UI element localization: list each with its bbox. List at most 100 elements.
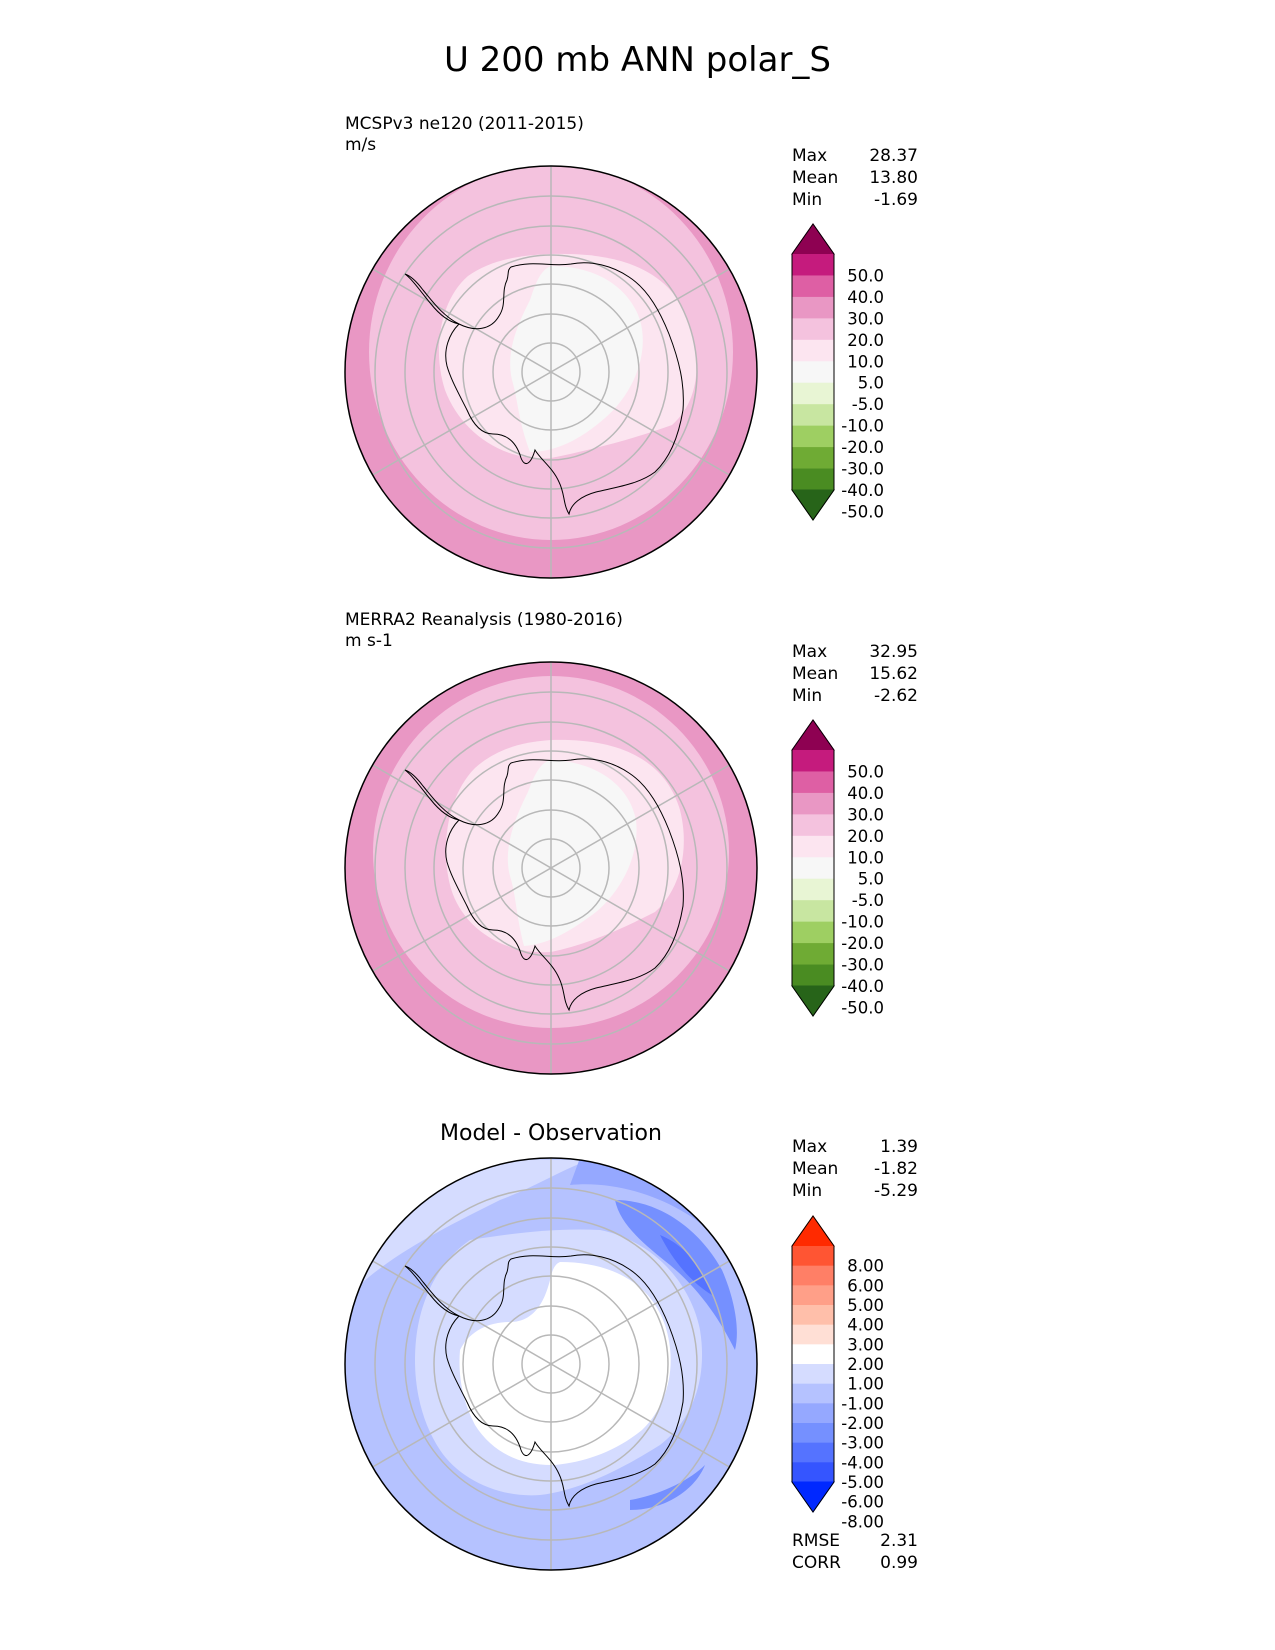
colorbar-segment — [792, 814, 834, 837]
panel-test-stats: Max 28.37 Mean 13.80 Min -1.69 — [792, 145, 918, 211]
figure-title: U 200 mb ANN polar_S — [443, 40, 832, 80]
colorbar-tick-label: -1.00 — [841, 1394, 884, 1413]
colorbar-segment — [792, 1324, 834, 1345]
contour-fill-neg5-neg4 — [630, 1465, 705, 1510]
colorbar-tick-label: 40.0 — [847, 288, 884, 307]
colorbar-segment — [792, 425, 834, 448]
colorbar-tick-label: 5.00 — [847, 1296, 884, 1315]
stat-row: Max 1.39 — [792, 1137, 918, 1157]
map-boundary — [344, 661, 758, 1075]
colorbar-segment — [792, 275, 834, 298]
panel-diff-metrics: RMSE 2.31 CORR 0.99 — [792, 1530, 918, 1574]
colorbar-segment — [792, 1364, 834, 1385]
colorbar-tick-label: 20.0 — [847, 331, 884, 350]
colorbar-tick-label: -20.0 — [841, 934, 884, 953]
colorbar-tick-label: -6.00 — [841, 1493, 884, 1512]
colorbar-tick-label: -3.00 — [841, 1434, 884, 1453]
colorbar-tick-label: -5.00 — [841, 1473, 884, 1492]
colorbar-extension-bottom — [791, 1481, 835, 1513]
panel-ref-stats: Max 32.95 Mean 15.62 Min -2.62 — [792, 641, 918, 707]
colorbar-tick-label: -4.00 — [841, 1453, 884, 1472]
colorbar-segment — [792, 382, 834, 405]
colorbar-segment — [792, 318, 834, 341]
colorbar-tick-label: 30.0 — [847, 309, 884, 328]
colorbar-tick-label: 6.00 — [847, 1276, 884, 1295]
colorbar-extension-bottom — [791, 489, 835, 521]
colorbar-segment — [792, 1442, 834, 1463]
colorbar-tick-label: 3.00 — [847, 1335, 884, 1354]
colorbar-tick-label: -20.0 — [841, 438, 884, 457]
colorbar-tick-label: -50.0 — [841, 998, 884, 1017]
colorbar-segment — [792, 1246, 834, 1267]
contour-fill-neg6-neg5 — [660, 1235, 712, 1295]
colorbar-segment — [792, 900, 834, 923]
colorbar-tick-label: 40.0 — [847, 784, 884, 803]
panel-test-label: MCSPv3 ne120 (2011-2015) — [345, 114, 584, 134]
colorbar-tick-label: 5.0 — [858, 870, 884, 889]
colorbar-outline — [791, 223, 835, 521]
colorbar-tick-label: -30.0 — [841, 956, 884, 975]
colorbar-segment — [792, 1305, 834, 1326]
stat-row: Min -5.29 — [792, 1181, 918, 1201]
colorbar-tick-label: -40.0 — [841, 481, 884, 500]
colorbar-diff: 8.006.005.004.003.002.001.00-1.00-2.00-3… — [791, 1215, 884, 1531]
panel-diff-stats: Max 1.39 Mean -1.82 Min -5.29 — [792, 1136, 918, 1202]
stat-row: Min -1.69 — [792, 190, 918, 210]
colorbar-tick-label: -2.00 — [841, 1414, 884, 1433]
panel-ref-units: m s-1 — [345, 631, 393, 651]
colorbar-segment — [792, 1285, 834, 1306]
colorbar-segment — [792, 771, 834, 794]
colorbar-segment — [792, 943, 834, 966]
stat-row: Mean -1.82 — [792, 1159, 918, 1179]
colorbar-segment — [792, 835, 834, 858]
colorbar-tick-label: 10.0 — [847, 848, 884, 867]
colorbar-segment — [792, 339, 834, 362]
colorbar-segment — [792, 1344, 834, 1365]
colorbar-segment — [792, 1383, 834, 1404]
colorbar-segment — [792, 792, 834, 815]
colorbar-tick-label: -10.0 — [841, 417, 884, 436]
map-boundary — [344, 165, 758, 579]
colorbar-tick-label: -8.00 — [841, 1512, 884, 1531]
colorbar-tick-label: 30.0 — [847, 805, 884, 824]
colorbar-tick-label: 4.00 — [847, 1316, 884, 1335]
panel-ref-label-block: MERRA2 Reanalysis (1980-2016) m s-1 — [345, 610, 623, 652]
panel-test-label-block: MCSPv3 ne120 (2011-2015) m/s — [345, 114, 584, 156]
stat-row: Max 32.95 — [792, 642, 918, 662]
colorbar-extension-bottom — [791, 985, 835, 1017]
map-test — [344, 165, 758, 579]
colorbar-tick-label: -5.0 — [852, 395, 884, 414]
colorbar-tick-label: -30.0 — [841, 460, 884, 479]
colorbar-tick-label: -10.0 — [841, 913, 884, 932]
colorbar-segment — [792, 1423, 834, 1444]
colorbar-tick-label: 50.0 — [847, 762, 884, 781]
colorbar-extension-top — [791, 719, 835, 751]
map-diff — [344, 1157, 758, 1571]
colorbar-segment — [792, 750, 834, 772]
colorbar-segment — [792, 361, 834, 384]
colorbar-tick-label: 10.0 — [847, 352, 884, 371]
colorbar-outline — [791, 1215, 835, 1513]
colorbar-segment — [792, 878, 834, 901]
colorbar-segment — [792, 468, 834, 491]
stat-row: Mean 15.62 — [792, 664, 918, 684]
colorbar-ref: 50.0 40.0 30.0 20.0 10.0 5.0 -5.0 -10.0 -20.0 -30… — [791, 719, 884, 1017]
colorbar-tick-label: -40.0 — [841, 977, 884, 996]
colorbar-segment — [792, 1462, 834, 1483]
panel-ref-label: MERRA2 Reanalysis (1980-2016) — [345, 610, 623, 630]
colorbar-test: 50.0 40.0 30.0 20.0 10.0 5.0 -5.0 -10.0 -20.0 -30… — [791, 223, 884, 521]
colorbar-segment — [792, 857, 834, 880]
colorbar-tick-label: 1.00 — [847, 1375, 884, 1394]
colorbar-extension-top — [791, 1215, 835, 1247]
colorbar-segment — [792, 254, 834, 276]
colorbar-segment — [792, 296, 834, 319]
map-boundary — [344, 1157, 758, 1571]
stat-row: Max 28.37 — [792, 146, 918, 166]
metric-row: RMSE 2.31 — [792, 1531, 918, 1551]
colorbar-tick-label: 50.0 — [847, 266, 884, 285]
colorbar-outline — [791, 719, 835, 1017]
colorbar-tick-label: 20.0 — [847, 827, 884, 846]
colorbar-segment — [792, 1403, 834, 1424]
stat-row: Min -2.62 — [792, 686, 918, 706]
colorbar-tick-label: -5.0 — [852, 891, 884, 910]
